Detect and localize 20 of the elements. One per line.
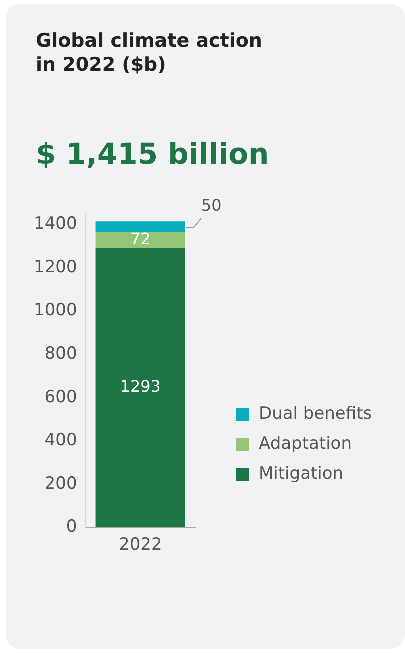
y-tick-label: 600 [44, 387, 78, 408]
y-tick-label: 1400 [34, 214, 78, 234]
legend-label: Dual benefits [259, 404, 372, 425]
y-tick-label: 1200 [34, 257, 78, 278]
y-tick-label: 400 [44, 430, 78, 451]
legend-label: Adaptation [259, 434, 352, 455]
bar [96, 248, 186, 528]
chart-title: Global climate action in 2022 ($b) [36, 29, 262, 77]
data-label: 1293 [120, 376, 161, 396]
y-tick-label: 200 [44, 474, 78, 494]
x-tick-label: 2022 [119, 535, 162, 556]
bar [96, 232, 186, 248]
y-tick-label: 1000 [34, 300, 78, 321]
y-tick-label: 0 [66, 517, 78, 538]
legend-label: Mitigation [259, 464, 344, 485]
data-label: 50 [201, 196, 222, 216]
bar [96, 222, 186, 232]
chart-subtitle: $ 1,415 billion [36, 137, 270, 171]
data-label: 72 [130, 229, 151, 248]
y-tick-label: 800 [44, 344, 78, 364]
